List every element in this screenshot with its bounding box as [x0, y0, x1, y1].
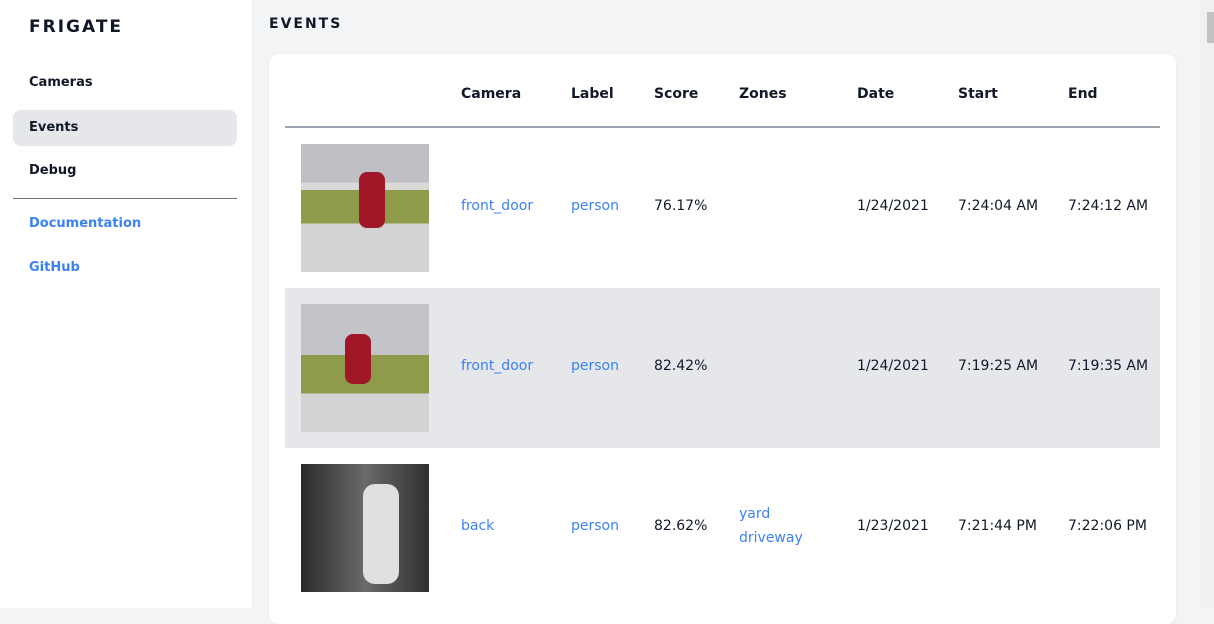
camera-link[interactable]: back	[461, 518, 495, 534]
camera-link[interactable]: front_door	[461, 198, 534, 214]
table-row[interactable]: back person 82.62% yard driveway 1/23/20…	[285, 448, 1160, 608]
start-time: 7:21:44 PM	[958, 518, 1037, 534]
score: 76.17%	[654, 198, 708, 214]
score: 82.42%	[654, 358, 708, 374]
date: 1/24/2021	[857, 198, 929, 214]
page-title: EVENTS	[269, 16, 343, 32]
label-link[interactable]: person	[571, 518, 619, 534]
label-link[interactable]: person	[571, 358, 619, 374]
event-thumbnail[interactable]	[301, 464, 429, 592]
col-label: Label	[571, 86, 614, 102]
sidebar-item-cameras[interactable]: Cameras	[29, 75, 93, 90]
scrollbar-thumb[interactable]	[1207, 12, 1214, 43]
start-time: 7:24:04 AM	[958, 198, 1039, 214]
table-row[interactable]: front_door person 82.42% 1/24/2021 7:19:…	[285, 288, 1160, 448]
col-score: Score	[654, 86, 699, 102]
sidebar: FRIGATE Cameras Events Debug Documentati…	[0, 0, 253, 608]
date: 1/24/2021	[857, 358, 929, 374]
camera-link[interactable]: front_door	[461, 358, 534, 374]
zone-link[interactable]: driveway	[739, 530, 803, 546]
scrollbar[interactable]	[1200, 0, 1214, 608]
app-logo: FRIGATE	[29, 17, 124, 37]
col-date: Date	[857, 86, 895, 102]
score: 82.62%	[654, 518, 708, 534]
zone-link[interactable]: yard	[739, 506, 771, 522]
sidebar-item-debug[interactable]: Debug	[29, 163, 77, 178]
github-link[interactable]: GitHub	[29, 260, 80, 275]
label-link[interactable]: person	[571, 198, 619, 214]
header-divider	[285, 126, 1160, 128]
col-start: Start	[958, 86, 998, 102]
end-time: 7:24:12 AM	[1068, 198, 1149, 214]
col-end: End	[1068, 86, 1098, 102]
date: 1/23/2021	[857, 518, 929, 534]
end-time: 7:22:06 PM	[1068, 518, 1147, 534]
event-thumbnail[interactable]	[301, 144, 429, 272]
events-table: Camera Label Score Zones Date Start End …	[269, 54, 1176, 624]
table-row[interactable]: front_door person 76.17% 1/24/2021 7:24:…	[285, 128, 1160, 288]
col-camera: Camera	[461, 86, 522, 102]
col-zones: Zones	[739, 86, 787, 102]
documentation-link[interactable]: Documentation	[29, 216, 142, 231]
start-time: 7:19:25 AM	[958, 358, 1039, 374]
end-time: 7:19:35 AM	[1068, 358, 1149, 374]
table-header: Camera Label Score Zones Date Start End	[269, 86, 1176, 116]
event-thumbnail[interactable]	[301, 304, 429, 432]
sidebar-item-events[interactable]: Events	[13, 110, 237, 146]
sidebar-divider	[13, 198, 237, 199]
